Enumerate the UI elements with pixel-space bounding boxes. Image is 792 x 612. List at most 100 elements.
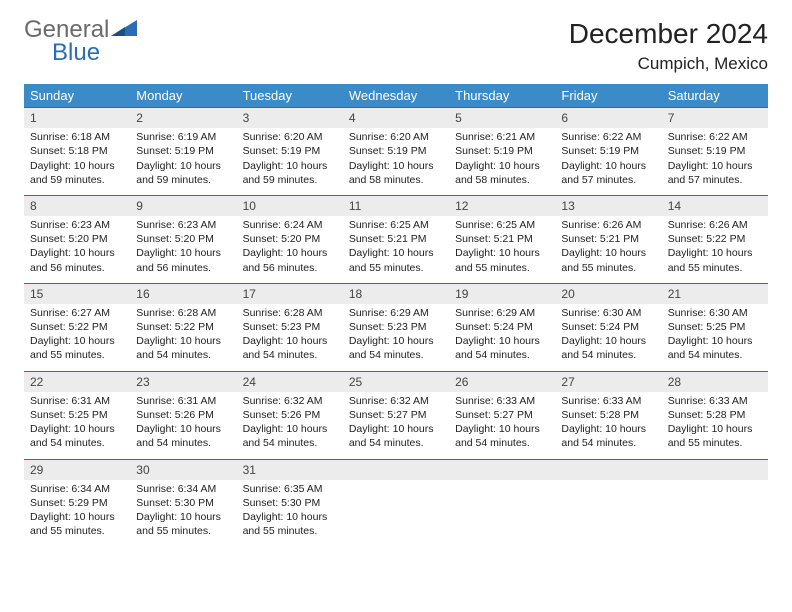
daylight-text: Daylight: 10 hours and 54 minutes.: [561, 334, 655, 362]
sunset-text: Sunset: 5:22 PM: [136, 320, 230, 334]
calendar-day-cell: [555, 459, 661, 546]
day-body: Sunrise: 6:32 AMSunset: 5:27 PMDaylight:…: [343, 392, 449, 459]
calendar-day-cell: [449, 459, 555, 546]
sunrise-text: Sunrise: 6:22 AM: [668, 130, 762, 144]
day-body: Sunrise: 6:20 AMSunset: 5:19 PMDaylight:…: [237, 128, 343, 195]
day-body: Sunrise: 6:35 AMSunset: 5:30 PMDaylight:…: [237, 480, 343, 547]
calendar-day-cell: 6Sunrise: 6:22 AMSunset: 5:19 PMDaylight…: [555, 108, 661, 196]
day-number: 31: [237, 460, 343, 480]
day-number: 9: [130, 196, 236, 216]
day-body: Sunrise: 6:21 AMSunset: 5:19 PMDaylight:…: [449, 128, 555, 195]
day-body: Sunrise: 6:33 AMSunset: 5:28 PMDaylight:…: [662, 392, 768, 459]
logo: General Blue: [24, 18, 137, 65]
day-number: 13: [555, 196, 661, 216]
calendar-day-cell: 27Sunrise: 6:33 AMSunset: 5:28 PMDayligh…: [555, 371, 661, 459]
day-body: Sunrise: 6:19 AMSunset: 5:19 PMDaylight:…: [130, 128, 236, 195]
calendar-day-cell: 23Sunrise: 6:31 AMSunset: 5:26 PMDayligh…: [130, 371, 236, 459]
daylight-text: Daylight: 10 hours and 59 minutes.: [30, 159, 124, 187]
sunrise-text: Sunrise: 6:19 AM: [136, 130, 230, 144]
day-number: 7: [662, 108, 768, 128]
day-number: 27: [555, 372, 661, 392]
day-number: 10: [237, 196, 343, 216]
day-body: Sunrise: 6:28 AMSunset: 5:23 PMDaylight:…: [237, 304, 343, 371]
day-body: Sunrise: 6:31 AMSunset: 5:26 PMDaylight:…: [130, 392, 236, 459]
day-number: 1: [24, 108, 130, 128]
calendar-day-cell: 19Sunrise: 6:29 AMSunset: 5:24 PMDayligh…: [449, 283, 555, 371]
sunrise-text: Sunrise: 6:23 AM: [30, 218, 124, 232]
calendar-day-cell: [662, 459, 768, 546]
daylight-text: Daylight: 10 hours and 54 minutes.: [561, 422, 655, 450]
sunrise-text: Sunrise: 6:29 AM: [349, 306, 443, 320]
day-body: Sunrise: 6:29 AMSunset: 5:23 PMDaylight:…: [343, 304, 449, 371]
calendar-day-cell: 21Sunrise: 6:30 AMSunset: 5:25 PMDayligh…: [662, 283, 768, 371]
sunset-text: Sunset: 5:28 PM: [668, 408, 762, 422]
day-body: Sunrise: 6:30 AMSunset: 5:24 PMDaylight:…: [555, 304, 661, 371]
day-number: 23: [130, 372, 236, 392]
day-number: 17: [237, 284, 343, 304]
day-body: Sunrise: 6:32 AMSunset: 5:26 PMDaylight:…: [237, 392, 343, 459]
calendar-day-cell: 8Sunrise: 6:23 AMSunset: 5:20 PMDaylight…: [24, 195, 130, 283]
sunset-text: Sunset: 5:20 PM: [243, 232, 337, 246]
weekday-header: Friday: [555, 84, 661, 108]
calendar-day-cell: 12Sunrise: 6:25 AMSunset: 5:21 PMDayligh…: [449, 195, 555, 283]
sunset-text: Sunset: 5:20 PM: [136, 232, 230, 246]
sunrise-text: Sunrise: 6:25 AM: [349, 218, 443, 232]
daylight-text: Daylight: 10 hours and 55 minutes.: [349, 246, 443, 274]
sunrise-text: Sunrise: 6:34 AM: [136, 482, 230, 496]
day-number: 4: [343, 108, 449, 128]
calendar-day-cell: 31Sunrise: 6:35 AMSunset: 5:30 PMDayligh…: [237, 459, 343, 546]
daylight-text: Daylight: 10 hours and 58 minutes.: [455, 159, 549, 187]
day-number: 28: [662, 372, 768, 392]
calendar-day-cell: 18Sunrise: 6:29 AMSunset: 5:23 PMDayligh…: [343, 283, 449, 371]
calendar-week-row: 8Sunrise: 6:23 AMSunset: 5:20 PMDaylight…: [24, 195, 768, 283]
daylight-text: Daylight: 10 hours and 55 minutes.: [561, 246, 655, 274]
page-header: General Blue December 2024 Cumpich, Mexi…: [24, 18, 768, 74]
month-title: December 2024: [569, 18, 768, 50]
day-number: 19: [449, 284, 555, 304]
daylight-text: Daylight: 10 hours and 57 minutes.: [668, 159, 762, 187]
daylight-text: Daylight: 10 hours and 54 minutes.: [243, 422, 337, 450]
sunrise-text: Sunrise: 6:30 AM: [561, 306, 655, 320]
sunrise-text: Sunrise: 6:18 AM: [30, 130, 124, 144]
sunrise-text: Sunrise: 6:27 AM: [30, 306, 124, 320]
day-number: 20: [555, 284, 661, 304]
weekday-header: Thursday: [449, 84, 555, 108]
sunset-text: Sunset: 5:22 PM: [30, 320, 124, 334]
sunset-text: Sunset: 5:21 PM: [561, 232, 655, 246]
day-number: 22: [24, 372, 130, 392]
calendar-day-cell: 2Sunrise: 6:19 AMSunset: 5:19 PMDaylight…: [130, 108, 236, 196]
calendar-week-row: 1Sunrise: 6:18 AMSunset: 5:18 PMDaylight…: [24, 108, 768, 196]
calendar-day-cell: 1 Sunrise: 6:18 AMSunset: 5:18 PMDaylight…: [24, 108, 130, 196]
daylight-text: Daylight: 10 hours and 54 minutes.: [30, 422, 124, 450]
sunrise-text: Sunrise: 6:33 AM: [561, 394, 655, 408]
calendar-day-cell: 24Sunrise: 6:32 AMSunset: 5:26 PMDayligh…: [237, 371, 343, 459]
sunrise-text: Sunrise: 6:29 AM: [455, 306, 549, 320]
day-body: Sunrise: 6:23 AMSunset: 5:20 PMDaylight:…: [24, 216, 130, 283]
day-number: 30: [130, 460, 236, 480]
calendar-day-cell: 5Sunrise: 6:21 AMSunset: 5:19 PMDaylight…: [449, 108, 555, 196]
sunset-text: Sunset: 5:19 PM: [455, 144, 549, 158]
sunrise-text: Sunrise: 6:32 AM: [243, 394, 337, 408]
day-number: 18: [343, 284, 449, 304]
calendar-day-cell: 14Sunrise: 6:26 AMSunset: 5:22 PMDayligh…: [662, 195, 768, 283]
day-body: [662, 480, 768, 542]
calendar-day-cell: 20Sunrise: 6:30 AMSunset: 5:24 PMDayligh…: [555, 283, 661, 371]
day-number: 5: [449, 108, 555, 128]
sunset-text: Sunset: 5:18 PM: [30, 144, 124, 158]
daylight-text: Daylight: 10 hours and 54 minutes.: [349, 334, 443, 362]
daylight-text: Daylight: 10 hours and 55 minutes.: [455, 246, 549, 274]
calendar-day-cell: 28Sunrise: 6:33 AMSunset: 5:28 PMDayligh…: [662, 371, 768, 459]
daylight-text: Daylight: 10 hours and 59 minutes.: [136, 159, 230, 187]
daylight-text: Daylight: 10 hours and 54 minutes.: [455, 422, 549, 450]
sunrise-text: Sunrise: 6:20 AM: [349, 130, 443, 144]
calendar-table: Sunday Monday Tuesday Wednesday Thursday…: [24, 84, 768, 546]
day-number: 29: [24, 460, 130, 480]
weekday-header: Wednesday: [343, 84, 449, 108]
daylight-text: Daylight: 10 hours and 54 minutes.: [455, 334, 549, 362]
sunset-text: Sunset: 5:22 PM: [668, 232, 762, 246]
sunrise-text: Sunrise: 6:26 AM: [668, 218, 762, 232]
sunset-text: Sunset: 5:30 PM: [136, 496, 230, 510]
day-body: Sunrise: 6:26 AMSunset: 5:22 PMDaylight:…: [662, 216, 768, 283]
daylight-text: Daylight: 10 hours and 56 minutes.: [136, 246, 230, 274]
weekday-header: Sunday: [24, 84, 130, 108]
